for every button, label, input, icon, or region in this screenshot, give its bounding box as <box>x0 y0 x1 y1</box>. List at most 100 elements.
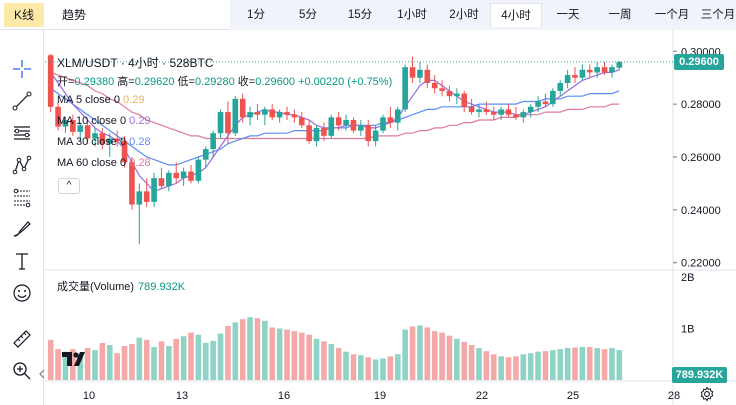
volume-bar <box>151 347 157 380</box>
volume-bar <box>77 355 84 380</box>
timeframe-tab[interactable]: 2小时 <box>449 9 479 21</box>
gear-icon[interactable] <box>699 386 715 402</box>
candle-body <box>557 83 564 91</box>
candle-body <box>232 98 239 134</box>
candle-body <box>47 55 54 107</box>
low-value: 0.29280 <box>194 76 235 88</box>
emoji-icon[interactable] <box>8 280 36 306</box>
candle-body <box>114 138 120 142</box>
volume-bar <box>513 356 519 380</box>
ma30-value: 0.28 <box>129 136 151 148</box>
ma30-label: MA 30 close 0 <box>57 136 127 148</box>
volume-bar <box>195 334 202 380</box>
ma5-legend[interactable]: MA 5 close 0 0.29 <box>57 94 144 106</box>
candle-body <box>173 172 180 179</box>
close-value: 0.29600 <box>255 76 295 88</box>
current-volume-tag: 789.932K <box>672 367 727 383</box>
candle-body <box>55 106 61 127</box>
volume-legend: 成交量(Volume) 789.932K <box>57 278 185 294</box>
volume-bar <box>372 359 379 380</box>
brush-icon[interactable] <box>8 216 36 242</box>
candle-body <box>306 125 312 142</box>
volume-bar <box>136 337 143 380</box>
timeframe-tab[interactable]: 5分 <box>299 9 317 21</box>
volume-bar <box>417 325 423 380</box>
ma10-value: 0.29 <box>129 115 151 127</box>
fib-icon[interactable] <box>8 184 36 210</box>
volume-bar <box>129 343 135 380</box>
tab-kline[interactable]: K线 <box>4 3 44 27</box>
volume-tick-label: 2B <box>681 272 694 284</box>
candle-body <box>269 109 276 118</box>
volume-tick-label: 1B <box>681 324 694 336</box>
volume-bar <box>232 322 239 380</box>
candle-body <box>328 117 335 136</box>
timeframe-tab[interactable]: 一周 <box>608 9 632 21</box>
ma30-legend[interactable]: MA 30 close 0 0.28 <box>57 136 151 148</box>
close-label: 收= <box>237 76 256 88</box>
volume-bar <box>446 335 453 380</box>
volume-bar <box>225 325 231 380</box>
date-tick-label: 28 <box>668 390 680 402</box>
volume-bar <box>358 355 364 380</box>
candle-body <box>291 114 298 118</box>
legend-collapse-button[interactable]: ^ <box>58 178 80 194</box>
pattern-icon[interactable] <box>8 152 36 178</box>
candle-body <box>313 127 320 142</box>
candle-body <box>166 172 172 187</box>
timeframe-tab[interactable]: 1分 <box>247 9 265 21</box>
ma60-legend[interactable]: MA 60 close 0 0.28 <box>57 157 151 169</box>
timeframe-tab[interactable]: 1小时 <box>397 9 427 21</box>
text-icon[interactable] <box>8 248 36 274</box>
volume-bar <box>550 350 556 380</box>
timeframe-tab[interactable]: 4小时 <box>490 3 542 27</box>
ma60-value: 0.28 <box>129 157 151 169</box>
volume-bar <box>180 336 187 380</box>
candle-body <box>62 120 69 127</box>
candle-body <box>129 162 135 205</box>
volume-bar <box>454 338 460 380</box>
volume-bar <box>247 317 253 380</box>
volume-bar <box>609 348 615 380</box>
candle-body <box>365 125 372 142</box>
candle-body <box>601 67 608 73</box>
candle-body <box>70 120 76 132</box>
zoom-in-icon[interactable] <box>8 358 36 384</box>
volume-bar <box>202 342 209 380</box>
timeframe-tab[interactable]: 一天 <box>556 9 580 21</box>
candle-body <box>498 109 504 115</box>
candle-body <box>121 141 128 163</box>
volume-label: 成交量(Volume) <box>57 281 135 293</box>
candle-body <box>483 109 490 113</box>
trendline-icon[interactable] <box>8 88 36 114</box>
candle-body <box>151 178 157 202</box>
candle-body <box>358 125 364 131</box>
candle-body <box>594 67 600 73</box>
drawing-toolbar <box>0 30 46 405</box>
candle-body <box>284 112 290 115</box>
price-tick-label: 0.28000 <box>681 99 721 111</box>
volume-bar <box>284 329 290 380</box>
volume-bar <box>121 346 128 380</box>
chart-area[interactable]: 0.30000 0.28000 0.26000 0.24000 0.22000 2B 1B 1… <box>45 30 736 405</box>
date-tick-label: 25 <box>567 390 579 402</box>
toolbar-collapse-handle[interactable] <box>38 366 46 382</box>
candle-body <box>84 125 91 139</box>
tab-trend[interactable]: 趋势 <box>61 8 86 22</box>
volume-bar <box>564 348 571 380</box>
open-value: 0.29380 <box>74 76 115 88</box>
candle-body <box>188 171 194 181</box>
volume-bar <box>498 356 504 380</box>
ma10-legend[interactable]: MA 10 close 0 0.29 <box>57 115 151 127</box>
timeframe-tab[interactable]: 15分 <box>347 9 373 21</box>
volume-bar <box>476 348 482 380</box>
crosshair-icon[interactable] <box>8 56 36 82</box>
price-chart[interactable]: 0.300000.280000.260000.240000.220002B1B1… <box>45 30 736 405</box>
horizontal-lines-icon[interactable] <box>8 120 36 146</box>
timeframe-tab[interactable]: 三个月 <box>700 9 736 21</box>
candle-body <box>298 117 305 126</box>
timeframe-tab[interactable]: 一个月 <box>654 9 690 21</box>
ruler-icon[interactable] <box>8 326 36 352</box>
candle-body <box>579 69 586 78</box>
candle-body <box>180 171 187 179</box>
